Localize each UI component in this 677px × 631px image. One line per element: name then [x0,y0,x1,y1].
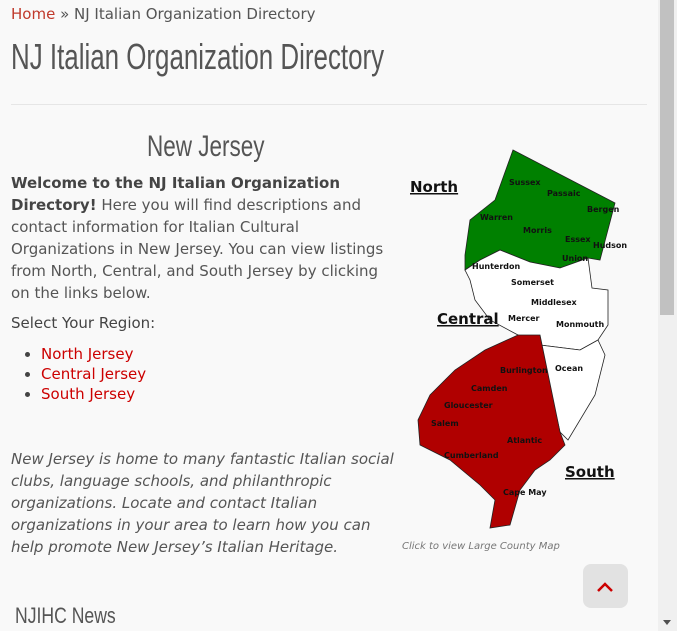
county-hudson: Hudson [593,241,627,250]
description-text: New Jersey is home to many fantastic Ita… [11,450,394,556]
county-hunterdon: Hunterdon [472,262,521,271]
intro-body: Here you will find descriptions and cont… [11,196,384,302]
county-bergen: Bergen [587,205,620,214]
scrollbar-thumb[interactable] [660,0,674,315]
page-content: Home » NJ Italian Organization Directory… [0,0,658,631]
page-title: NJ Italian Organization Directory [11,36,385,77]
map-label-central: Central [437,310,499,328]
county-burlington: Burlington [500,366,548,375]
county-camden: Camden [471,384,508,393]
map-label-south: South [565,463,615,481]
county-morris: Morris [523,226,552,235]
list-item: South Jersey [41,384,146,404]
county-gloucester: Gloucester [444,401,493,410]
region-title: New Jersey [147,130,265,163]
map-label-north: North [410,178,458,196]
breadcrumb-separator: » [55,5,75,23]
county-sussex: Sussex [509,178,541,187]
scroll-down-arrow-icon[interactable] [663,620,671,625]
county-salem: Salem [431,419,459,428]
south-jersey-link[interactable]: South Jersey [41,385,136,403]
central-jersey-link[interactable]: Central Jersey [41,365,147,383]
scroll-to-top-button[interactable] [583,564,628,608]
north-jersey-link[interactable]: North Jersey [41,345,134,363]
breadcrumb-current: NJ Italian Organization Directory [74,5,316,23]
county-atlantic: Atlantic [507,436,542,445]
map-region-south[interactable] [417,334,566,529]
county-passaic: Passaic [547,189,581,198]
scrollbar[interactable] [658,0,677,631]
divider [11,104,647,105]
county-warren: Warren [480,213,513,222]
map-caption[interactable]: Click to view Large County Map [402,541,560,552]
county-ocean: Ocean [555,364,583,373]
chevron-up-icon [597,582,613,592]
map-region-central[interactable] [464,249,609,351]
nj-county-map[interactable]: North Central South Sussex Passaic Berge… [400,140,640,540]
county-essex: Essex [565,235,591,244]
breadcrumb: Home » NJ Italian Organization Directory [11,5,316,23]
region-list: North Jersey Central Jersey South Jersey [11,344,146,404]
news-heading: NJIHC News [15,603,116,628]
select-region-label: Select Your Region: [11,314,156,332]
county-monmouth: Monmouth [556,320,605,329]
county-union: Union [562,254,588,263]
intro-bold: Welcome to the NJ Italian Organization D… [11,174,341,214]
county-cape-may: Cape May [503,488,547,497]
list-item: Central Jersey [41,364,146,384]
county-mercer: Mercer [508,314,540,323]
list-item: North Jersey [41,344,146,364]
county-somerset: Somerset [511,278,554,287]
breadcrumb-home-link[interactable]: Home [11,5,56,23]
county-middlesex: Middlesex [531,298,578,307]
county-cumberland: Cumberland [444,451,499,460]
intro-text: Welcome to the NJ Italian Organization D… [11,172,396,304]
